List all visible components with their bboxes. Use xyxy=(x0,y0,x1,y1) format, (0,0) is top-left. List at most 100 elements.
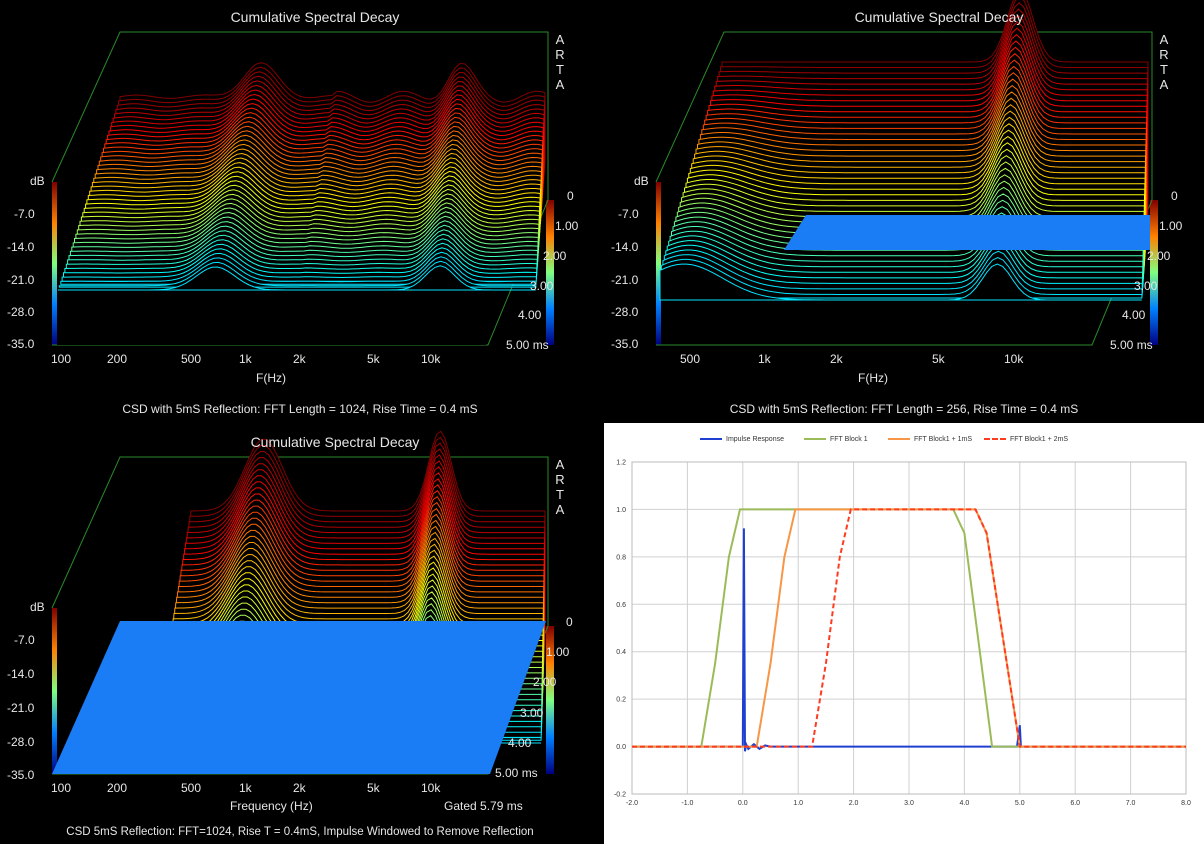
freq-tick: 100 xyxy=(51,352,72,366)
y-tick-label: 1.0 xyxy=(616,507,626,514)
freq-tick: 5k xyxy=(367,352,380,366)
db-tick: -7.0 xyxy=(14,633,35,647)
decay-slice xyxy=(659,263,1142,301)
x-tick-label: 4.0 xyxy=(960,800,970,807)
freq-tick: 500 xyxy=(181,781,202,795)
y-tick-label: 0.4 xyxy=(616,649,626,656)
freq-tick: 10k xyxy=(1004,352,1024,366)
x-tick-label: 5.0 xyxy=(1015,800,1025,807)
y-tick-label: 1.2 xyxy=(616,460,626,467)
x-tick-label: 7.0 xyxy=(1126,800,1136,807)
time-tick: 2.00 xyxy=(1147,249,1171,263)
x-tick-label: -1.0 xyxy=(681,800,693,807)
time-tick: 0 xyxy=(566,615,573,629)
x-tick-label: 3.0 xyxy=(904,800,914,807)
decay-slice xyxy=(660,257,1143,299)
colorbar-right xyxy=(1150,200,1158,345)
time-tick: 2.00 xyxy=(533,675,557,689)
gated-label: Gated 5.79 ms xyxy=(444,799,523,813)
csd-plot-3 xyxy=(51,430,554,775)
db-tick: -7.0 xyxy=(14,207,35,221)
legend-item: Impulse Response xyxy=(700,436,784,443)
chart-title: Cumulative Spectral Decay xyxy=(250,434,420,450)
legend-item: FFT Block1 + 2mS xyxy=(984,436,1068,443)
db-axis-label: dB xyxy=(634,174,649,188)
colorbar xyxy=(52,182,57,345)
csd-plot-1 xyxy=(51,31,554,346)
time-tick: 4.00 xyxy=(508,736,532,750)
series-line xyxy=(632,508,1186,748)
y-tick-label: 0.0 xyxy=(616,744,626,751)
time-tick: 4.00 xyxy=(1122,308,1146,322)
time-tick: 1.00 xyxy=(1159,219,1183,233)
db-tick: -14.0 xyxy=(7,667,35,681)
db-tick: -21.0 xyxy=(7,701,35,715)
decay-slice xyxy=(61,251,537,282)
freq-tick: 2k xyxy=(830,352,843,366)
freq-tick: 2k xyxy=(293,352,306,366)
db-tick: -14.0 xyxy=(611,240,639,254)
x-axis-label: F(Hz) xyxy=(858,371,888,385)
freq-tick: 200 xyxy=(107,352,128,366)
x-tick-label: 1.0 xyxy=(793,800,803,807)
decay-slice xyxy=(60,256,537,285)
time-tick: 3.00 xyxy=(520,706,544,720)
time-tick: 3.00 xyxy=(530,279,554,293)
freq-tick: 10k xyxy=(421,781,441,795)
db-tick: -21.0 xyxy=(611,273,639,287)
chart-caption: CSD with 5mS Reflection: FFT Length = 25… xyxy=(729,402,1079,416)
db-tick: -35.0 xyxy=(611,337,639,351)
time-tick: 4.00 xyxy=(518,308,542,322)
db-axis-label: dB xyxy=(30,600,45,614)
freq-tick: 10k xyxy=(421,352,441,366)
x-tick-label: -2.0 xyxy=(626,800,638,807)
csd-plot-2 xyxy=(655,0,1158,346)
db-tick: -21.0 xyxy=(7,273,35,287)
plot-area xyxy=(631,461,1187,795)
colorbar-right xyxy=(546,200,554,345)
x-axis-label: Frequency (Hz) xyxy=(230,799,313,813)
floor-plate xyxy=(57,293,486,345)
db-tick: -35.0 xyxy=(7,768,35,782)
db-tick: -28.0 xyxy=(7,735,35,749)
freq-tick: 1k xyxy=(758,352,771,366)
floor-plate xyxy=(784,215,1150,250)
freq-tick: 2k xyxy=(293,781,306,795)
line-plot: -2.0 -1.0 0.0 1.0 2.0 3.0 4.0 5.0 6.0 7.0 8.0 1.2 1.… xyxy=(614,460,1191,808)
chart-caption: CSD with 5mS Reflection: FFT Length = 10… xyxy=(122,402,478,416)
floor-plate xyxy=(52,621,546,774)
decay-slice xyxy=(58,265,536,291)
legend-item: FFT Block 1 xyxy=(804,436,868,443)
y-tick-label: 0.2 xyxy=(616,697,626,704)
freq-tick: 500 xyxy=(181,352,202,366)
time-tick: 5.00 ms xyxy=(506,338,549,352)
plot-box xyxy=(655,31,1153,346)
window-functions-chart: -2.0 -1.0 0.0 1.0 2.0 3.0 4.0 5.0 6.0 7.0 8.0 1.2 1.… xyxy=(604,423,1204,844)
db-tick: -28.0 xyxy=(611,305,639,319)
colorbar-right xyxy=(546,626,554,774)
x-tick-label: 2.0 xyxy=(849,800,859,807)
freq-tick: 1k xyxy=(239,781,252,795)
freq-tick: 1k xyxy=(239,352,252,366)
freq-tick: 500 xyxy=(680,352,701,366)
time-tick: 1.00 xyxy=(546,645,570,659)
time-tick: 5.00 ms xyxy=(495,766,538,780)
time-tick: 3.00 xyxy=(1134,279,1158,293)
db-tick: -14.0 xyxy=(7,240,35,254)
x-axis-label: F(Hz) xyxy=(256,371,286,385)
db-tick: -35.0 xyxy=(7,337,35,351)
time-tick: 5.00 ms xyxy=(1110,338,1153,352)
y-tick-label: -0.2 xyxy=(614,792,626,799)
chart-title: Cumulative Spectral Decay xyxy=(854,9,1024,25)
x-tick-label: 0.0 xyxy=(738,800,748,807)
colorbar xyxy=(656,182,661,345)
freq-tick: 100 xyxy=(51,781,72,795)
legend-item: FFT Block1 + 1mS xyxy=(888,436,972,443)
time-tick: 2.00 xyxy=(543,249,567,263)
decay-slice xyxy=(58,260,537,288)
